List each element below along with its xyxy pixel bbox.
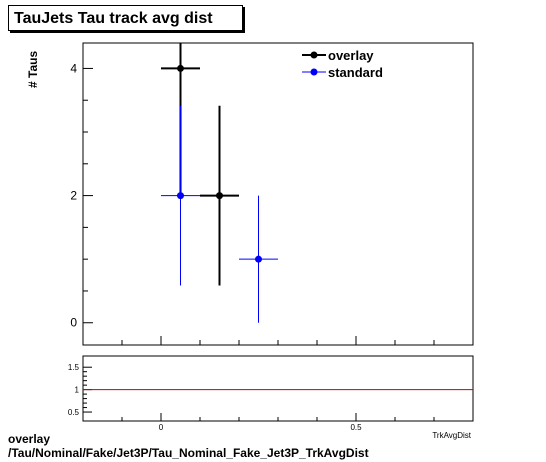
data-point (239, 195, 278, 323)
ratio-y-tick-label: 1 (75, 386, 80, 395)
footer-label: overlay (8, 432, 51, 446)
marker (177, 192, 184, 200)
legend-label: overlay (328, 48, 374, 63)
legend-marker (310, 51, 318, 59)
ratio-x-tick-label: 0 (159, 423, 164, 432)
data-point (200, 105, 239, 286)
y-tick-label: 0 (70, 316, 77, 330)
ratio-y-tick-label: 1.5 (68, 363, 80, 372)
footer-path: /Tau/Nominal/Fake/Jet3P/Tau_Nominal_Fake… (8, 446, 369, 460)
ratio-x-tick-label: 0.5 (350, 423, 362, 432)
legend-entry: overlay (302, 48, 374, 63)
y-axis-label: # Taus (26, 51, 40, 88)
ratio-frame (82, 355, 474, 422)
legend-entry: standard (302, 65, 383, 80)
plot-frame (82, 42, 474, 346)
data-point (161, 105, 200, 286)
y-tick-label: 2 (70, 189, 77, 203)
marker (177, 64, 184, 72)
x-axis-label: TrkAvgDist (432, 431, 471, 440)
marker (255, 255, 262, 263)
marker (216, 192, 223, 200)
legend-label: standard (328, 65, 383, 80)
ratio-y-tick-label: 0.5 (68, 408, 80, 417)
y-tick-label: 4 (70, 61, 77, 75)
legend-marker (310, 68, 318, 76)
chart-title: TauJets Tau track avg dist (8, 5, 243, 31)
